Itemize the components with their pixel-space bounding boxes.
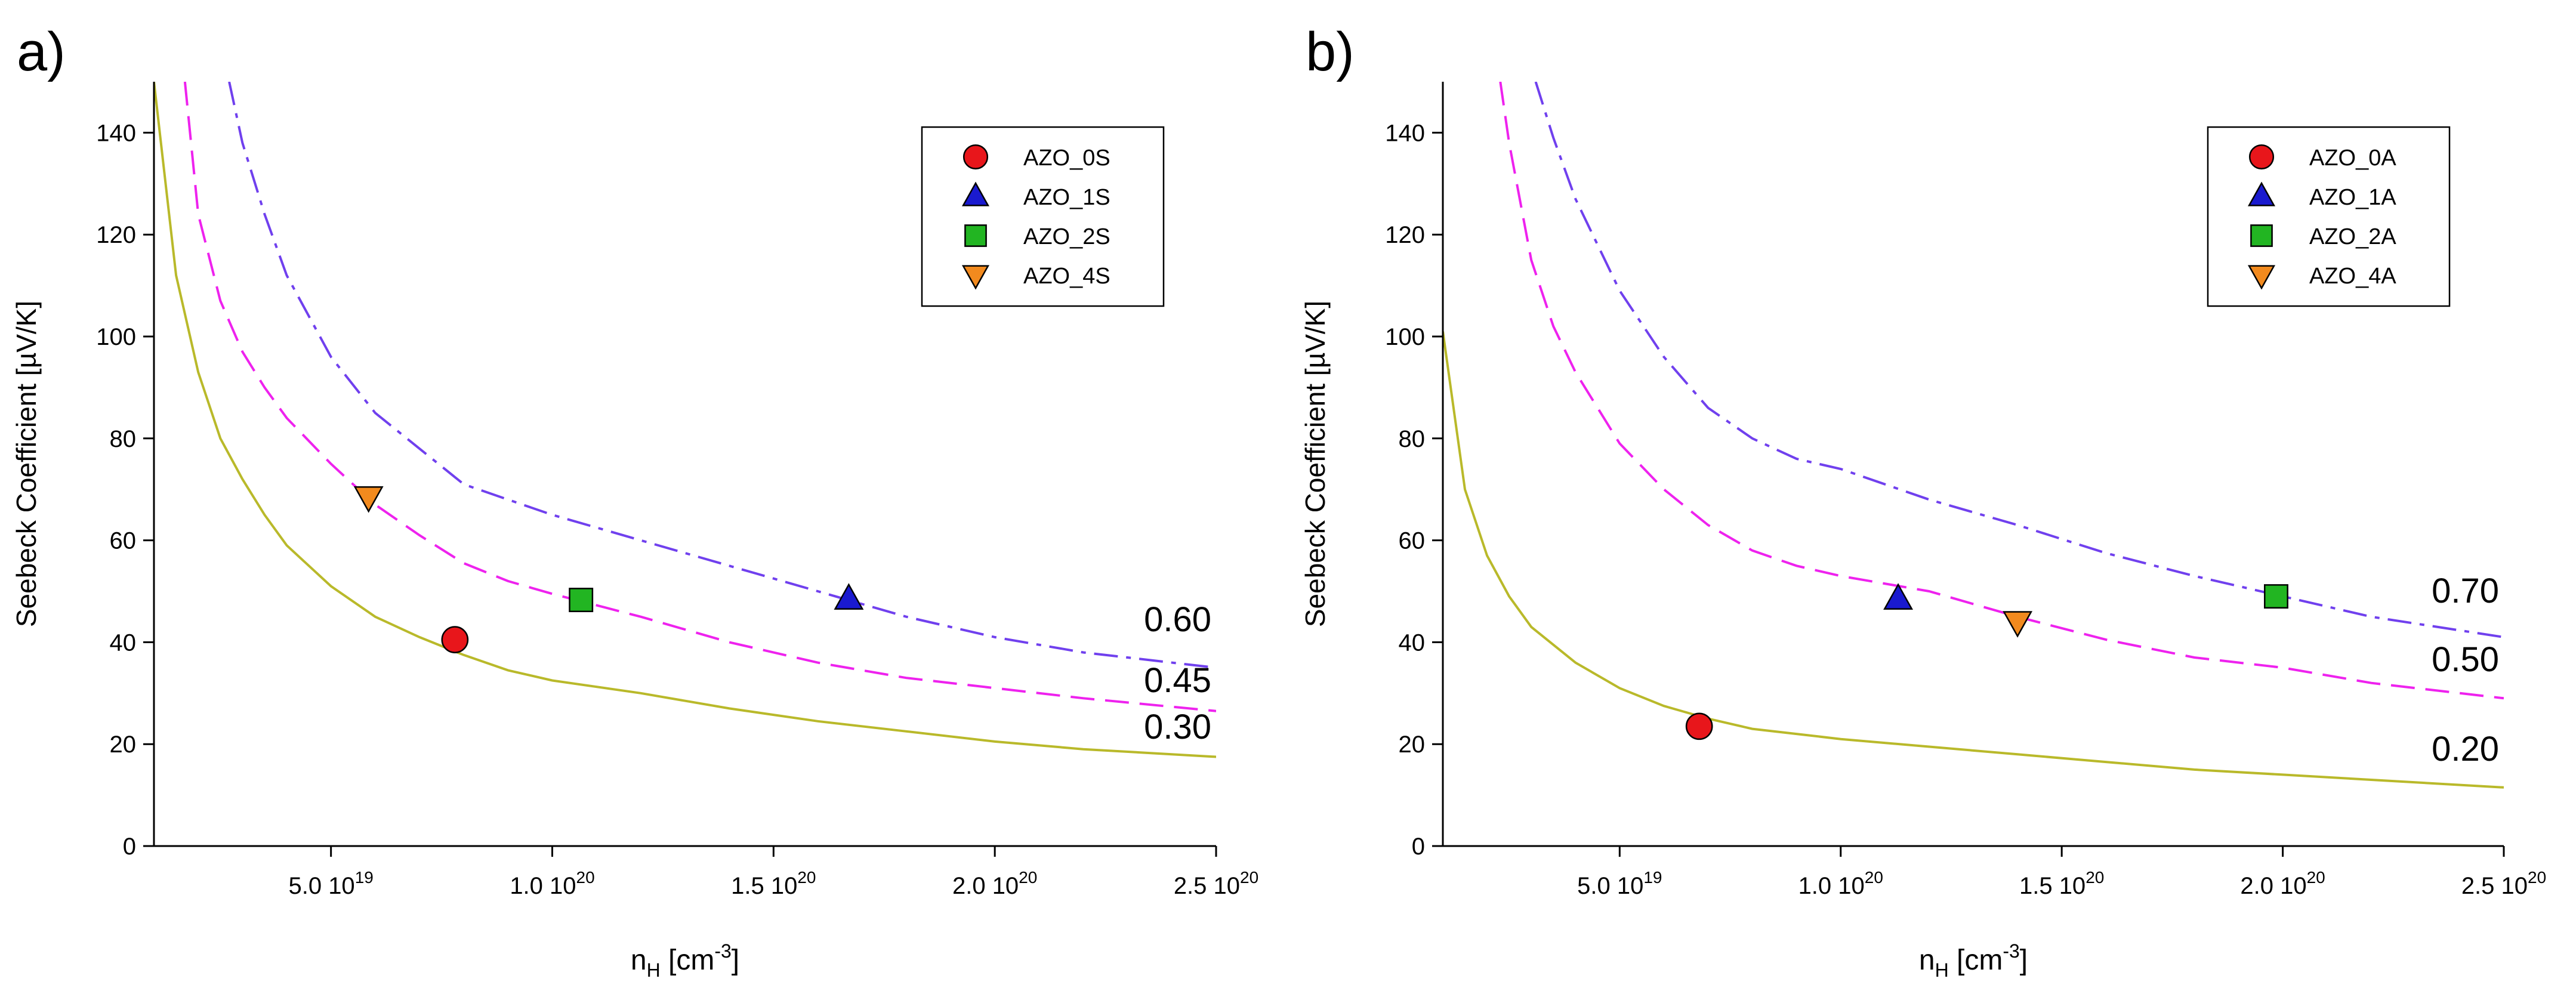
x-tick-label: 2.5 1020 [1174, 868, 1258, 899]
legend-label: AZO_4S [1023, 264, 1110, 289]
curve-label-0.30: 0.30 [1144, 708, 1211, 746]
legend-label: AZO_2A [2309, 224, 2396, 249]
legend-marker-AZO_1A [2247, 181, 2276, 206]
y-tick-label: 0 [123, 834, 136, 860]
legend-label: AZO_2S [1023, 224, 1110, 249]
model-curves [154, 82, 1216, 758]
legend-box [2207, 126, 2451, 307]
legend-marker-AZO_2A [2250, 224, 2273, 247]
legend-label: AZO_1A [2309, 185, 2396, 210]
data-point-AZO_2A [2264, 584, 2288, 609]
x-axis-label: nH [cm-3] [631, 940, 739, 981]
y-tick-label: 100 [96, 324, 136, 350]
y-tick-label: 60 [1399, 528, 1426, 554]
x-tick-label: 2.0 1020 [2240, 868, 2325, 899]
y-tick-label: 140 [1385, 120, 1425, 146]
legend-label: AZO_4A [2309, 264, 2396, 289]
data-point-AZO_0A [1685, 712, 1713, 740]
curve-0.20 [1443, 331, 2504, 789]
legend-box [921, 126, 1165, 307]
legend-marker-AZO_2S [964, 224, 987, 247]
x-tick-label: 2.5 1020 [2461, 868, 2546, 899]
curve-label-0.45: 0.45 [1144, 661, 1211, 700]
model-curves [1443, 82, 2504, 789]
y-tick-label: 80 [110, 426, 137, 452]
curve-0.30 [154, 82, 1216, 758]
x-tick-label: 1.0 1020 [1798, 868, 1883, 899]
curve-0.50 [1499, 82, 2504, 700]
legend-marker-AZO_4A [2247, 265, 2276, 290]
data-point-AZO_0S [441, 626, 469, 653]
legend-label: AZO_1S [1023, 185, 1110, 210]
y-tick-label: 120 [96, 222, 136, 248]
x-tick-label: 1.0 1020 [510, 868, 594, 899]
y-tick-label: 40 [110, 629, 137, 656]
y-tick-label: 60 [110, 528, 137, 554]
legend: AZO_0S AZO_1S AZO_2S AZO_4S [921, 126, 1165, 307]
data-point-AZO_4S [353, 486, 384, 513]
curve-label-0.60: 0.60 [1144, 600, 1211, 639]
legend-marker-AZO_0A [2248, 144, 2275, 170]
chart-panel-b: b) 0.20 0.50 0.70 0 20 40 60 80 100 120 140 5.0 1019… [1300, 21, 2546, 981]
x-tick-label: 5.0 1019 [1577, 868, 1662, 899]
y-axis-label: Seebeck Coefficient [µV/K] [11, 301, 42, 627]
x-tick-label: 1.5 1020 [731, 868, 816, 899]
curve-0.60 [228, 82, 1216, 669]
panel-label: a) [17, 21, 66, 82]
y-tick-label: 120 [1385, 222, 1425, 248]
x-tick-label: 5.0 1019 [288, 868, 373, 899]
legend: AZO_0A AZO_1A AZO_2A AZO_4A [2207, 126, 2451, 307]
data-point-AZO_1S [834, 583, 864, 610]
legend-label: AZO_0A [2309, 146, 2396, 171]
panel-label: b) [1306, 21, 1355, 82]
y-tick-label: 0 [1412, 834, 1425, 860]
y-tick-label: 80 [1399, 426, 1426, 452]
y-tick-label: 40 [1399, 629, 1426, 656]
data-point-AZO_1A [1883, 583, 1913, 610]
data-point-AZO_4A [2003, 611, 2033, 638]
y-tick-label: 140 [96, 120, 136, 146]
y-tick-label: 100 [1385, 324, 1425, 350]
curve-label-0.50: 0.50 [2432, 640, 2499, 679]
data-point-AZO_2S [569, 588, 594, 612]
chart-panel-a: a) 0.30 0.45 0.60 0 20 40 60 80 100 120 140 5.0 1019… [11, 21, 1258, 981]
curve-0.45 [183, 82, 1216, 712]
y-tick-label: 20 [1399, 731, 1426, 758]
legend-marker-AZO_1S [961, 181, 990, 206]
legend-label: AZO_0S [1023, 146, 1110, 171]
curve-label-0.20: 0.20 [2432, 730, 2499, 768]
y-axis-label: Seebeck Coefficient [µV/K] [1300, 301, 1331, 627]
x-tick-label: 1.5 1020 [2019, 868, 2104, 899]
legend-marker-AZO_0S [962, 144, 989, 170]
x-axis-label: nH [cm-3] [1919, 940, 2028, 981]
legend-marker-AZO_4S [961, 265, 990, 290]
curve-label-0.70: 0.70 [2432, 572, 2499, 610]
y-tick-label: 20 [110, 731, 137, 758]
x-tick-label: 2.0 1020 [952, 868, 1037, 899]
